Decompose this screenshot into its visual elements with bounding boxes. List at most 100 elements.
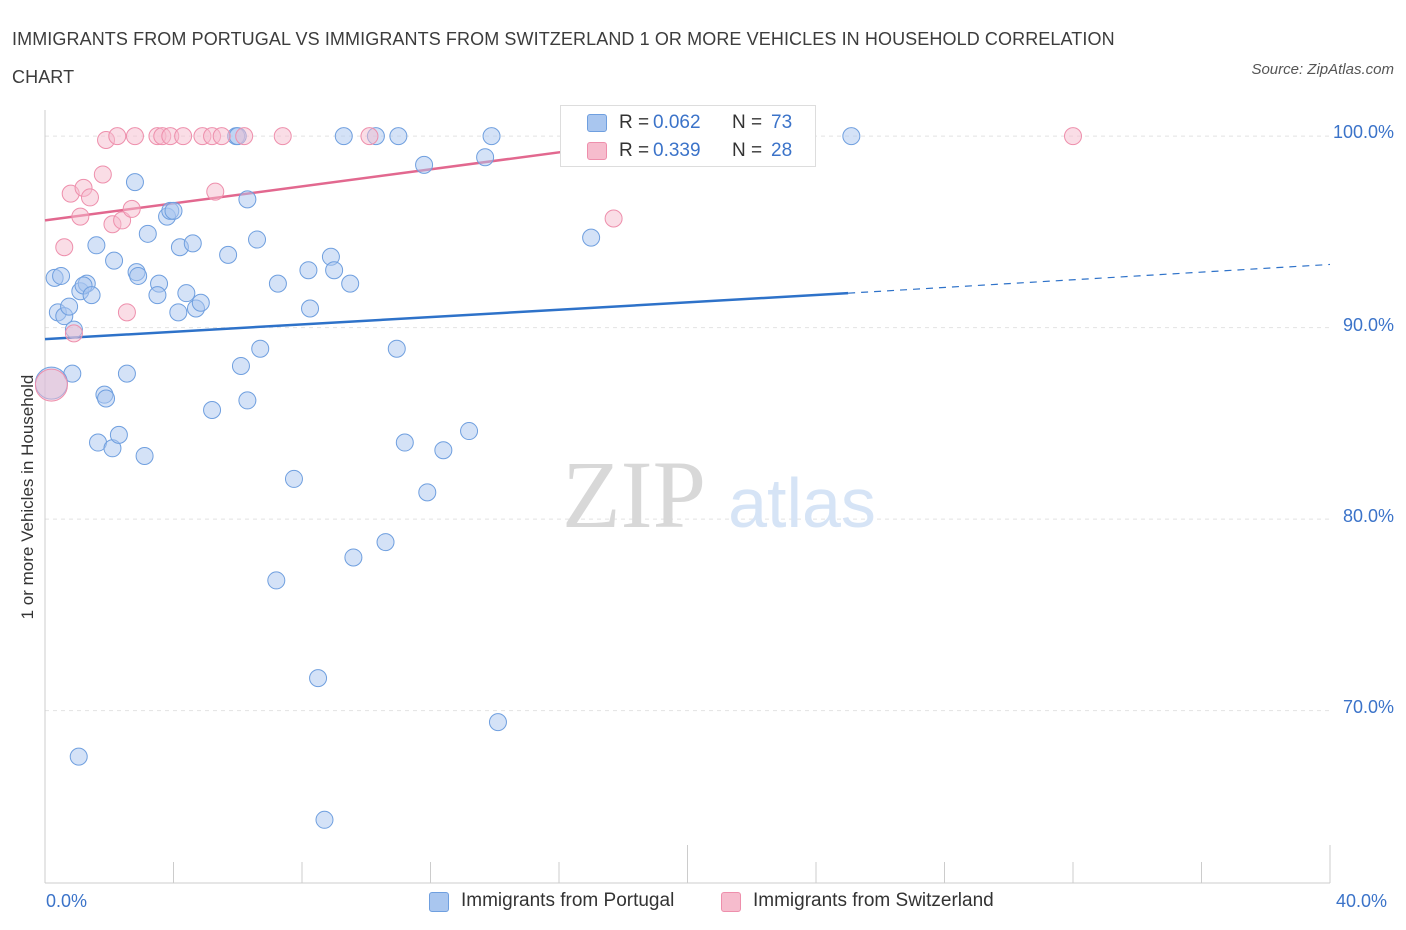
legend-swatch-pink bbox=[587, 142, 607, 160]
data-point-portugal-16 bbox=[105, 251, 124, 270]
data-point-portugal-67 bbox=[69, 747, 88, 766]
data-point-portugal-45 bbox=[299, 261, 318, 280]
data-point-portugal-40 bbox=[248, 230, 267, 249]
data-point-portugal-52 bbox=[341, 274, 360, 293]
data-point-portugal-44 bbox=[284, 469, 303, 488]
x-tick-label-min: 0.0% bbox=[46, 891, 88, 911]
stats-legend: R = 0.062 N = 73 R = 0.339 N = 28 bbox=[560, 105, 816, 167]
data-point-switzerland-27 bbox=[34, 368, 68, 402]
data-point-switzerland-21 bbox=[212, 127, 231, 146]
data-point-switzerland-9 bbox=[108, 127, 127, 146]
data-point-portugal-53 bbox=[344, 548, 363, 567]
watermark-atlas: atlas bbox=[728, 464, 876, 542]
data-point-portugal-69 bbox=[582, 228, 601, 247]
data-point-portugal-4 bbox=[60, 297, 79, 316]
data-point-switzerland-13 bbox=[125, 127, 144, 146]
data-point-portugal-48 bbox=[315, 810, 334, 829]
data-point-portugal-19 bbox=[125, 173, 144, 192]
legend-swatch-switzerland bbox=[721, 892, 741, 912]
data-point-portugal-38 bbox=[238, 190, 257, 209]
data-point-portugal-11 bbox=[87, 236, 106, 255]
data-point-portugal-70 bbox=[842, 127, 861, 146]
data-point-portugal-46 bbox=[301, 299, 320, 318]
n-label: N = bbox=[732, 112, 763, 133]
r-label: R = bbox=[619, 112, 650, 133]
data-point-portugal-63 bbox=[476, 148, 495, 167]
data-point-portugal-28 bbox=[164, 201, 183, 220]
data-point-portugal-18 bbox=[117, 364, 136, 383]
source-label: Source: ZipAtlas.com bbox=[1251, 61, 1394, 78]
data-point-switzerland-11 bbox=[117, 303, 136, 322]
data-point-portugal-29 bbox=[169, 303, 188, 322]
y-tick-label-80: 80.0% bbox=[1342, 506, 1394, 526]
x-tick-label-max: 40.0% bbox=[1336, 891, 1388, 911]
data-point-portugal-58 bbox=[395, 433, 414, 452]
n-value-portugal: 73 bbox=[771, 112, 793, 133]
data-point-switzerland-3 bbox=[71, 207, 90, 226]
data-point-portugal-59 bbox=[415, 155, 434, 174]
r-label: R = bbox=[619, 140, 650, 161]
data-point-portugal-64 bbox=[482, 127, 501, 146]
stats-legend-row-switzerland: R = 0.339 N = 28 bbox=[561, 137, 815, 165]
data-point-portugal-56 bbox=[387, 339, 406, 358]
data-point-switzerland-1 bbox=[64, 324, 83, 343]
data-point-switzerland-5 bbox=[80, 188, 99, 207]
data-point-portugal-47 bbox=[309, 669, 328, 688]
data-point-portugal-35 bbox=[203, 400, 222, 419]
watermark-zip: ZIP bbox=[562, 441, 706, 548]
data-point-portugal-32 bbox=[183, 234, 202, 253]
data-point-portugal-1 bbox=[52, 266, 71, 285]
axes bbox=[44, 110, 1331, 884]
trend-line-portugal-extension bbox=[848, 263, 1331, 294]
data-point-portugal-22 bbox=[135, 446, 154, 465]
data-point-portugal-41 bbox=[251, 339, 270, 358]
data-point-switzerland-20 bbox=[206, 182, 225, 201]
data-point-portugal-57 bbox=[389, 127, 408, 146]
data-point-portugal-37 bbox=[231, 356, 250, 375]
legend-label-switzerland: Immigrants from Switzerland bbox=[753, 890, 994, 911]
data-point-switzerland-17 bbox=[174, 127, 193, 146]
r-value-switzerland: 0.339 bbox=[653, 140, 701, 161]
data-point-portugal-31 bbox=[177, 284, 196, 303]
data-point-switzerland-23 bbox=[273, 127, 292, 146]
data-point-switzerland-26 bbox=[1064, 127, 1082, 146]
data-point-portugal-25 bbox=[148, 286, 167, 305]
y-tick-label-70: 70.0% bbox=[1342, 697, 1394, 717]
trend-line-switzerland bbox=[44, 142, 624, 222]
data-point-portugal-36 bbox=[219, 245, 238, 264]
gridlines bbox=[45, 135, 1330, 712]
data-point-portugal-23 bbox=[138, 224, 157, 243]
data-point-portugal-42 bbox=[267, 571, 286, 590]
data-point-switzerland-10 bbox=[113, 211, 132, 230]
trend-line-portugal bbox=[44, 291, 849, 341]
data-point-portugal-34 bbox=[191, 293, 210, 312]
data-point-switzerland-25 bbox=[604, 209, 623, 228]
data-point-portugal-61 bbox=[434, 441, 453, 460]
data-point-portugal-14 bbox=[97, 389, 116, 408]
y-tick-label-90: 90.0% bbox=[1342, 315, 1394, 335]
data-point-portugal-51 bbox=[334, 127, 353, 146]
watermark: ZIP atlas bbox=[562, 441, 876, 548]
data-point-portugal-17 bbox=[109, 425, 128, 444]
y-tick-label-100: 100.0% bbox=[1332, 122, 1394, 142]
n-label: N = bbox=[732, 140, 763, 161]
series-portugal-points bbox=[34, 127, 861, 829]
series-switzerland-points bbox=[34, 127, 1082, 402]
data-point-portugal-50 bbox=[325, 261, 344, 280]
data-point-portugal-55 bbox=[376, 533, 395, 552]
data-point-switzerland-6 bbox=[93, 165, 112, 184]
data-point-switzerland-12 bbox=[122, 199, 141, 218]
legend-swatch-portugal bbox=[429, 892, 449, 912]
trend-lines bbox=[44, 142, 1331, 341]
n-value-switzerland: 28 bbox=[771, 140, 793, 161]
data-point-portugal-65 bbox=[488, 713, 507, 732]
data-point-switzerland-22 bbox=[235, 127, 254, 146]
stats-legend-row-portugal: R = 0.062 N = 73 bbox=[561, 109, 815, 137]
legend-swatch-blue bbox=[587, 114, 607, 132]
chart-title: IMMIGRANTS FROM PORTUGAL VS IMMIGRANTS F… bbox=[12, 29, 1115, 87]
data-point-switzerland-24 bbox=[360, 127, 379, 146]
r-value-portugal: 0.062 bbox=[653, 112, 701, 133]
data-point-switzerland-0 bbox=[55, 238, 74, 257]
data-point-portugal-43 bbox=[268, 274, 287, 293]
data-point-portugal-62 bbox=[460, 422, 479, 441]
